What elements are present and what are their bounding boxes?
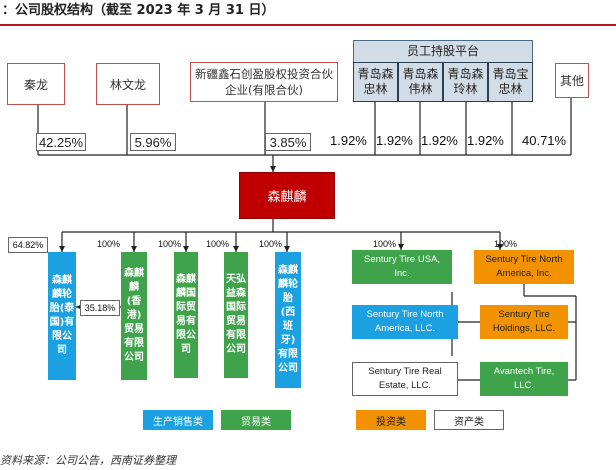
shareholder-others: 其他 (555, 63, 589, 98)
figure-title: ：公司股权结构（截至 2023 年 3 月 31 日） (0, 0, 616, 26)
employee-platform-title: 员工持股平台 (406, 43, 479, 58)
sub-spain: 森麒麟轮胎(西班牙)有限公司 (275, 252, 301, 388)
sub-hongkong: 森麒麟(香港)贸易有限公司 (121, 252, 147, 380)
legend-trade: 贸易类 (221, 410, 291, 430)
sub-sentury-usa: Sentury Tire USA, Inc. (352, 250, 452, 284)
pct-usa: 100% (373, 239, 397, 249)
pct-hongkong: 100% (97, 239, 121, 249)
pct-linwenlong: 5.96% (130, 133, 176, 151)
legend-production-sales: 生产销售类 (143, 410, 213, 430)
sub-sentury-real-estate: Sentury Tire Real Estate, LLC. (352, 362, 458, 396)
center-company: 森麒麟 (239, 172, 335, 219)
shareholder-xinjiang-fund: 新疆鑫石创盈股权投资合伙企业(有限合伙) (190, 62, 338, 102)
sub-sentury-na-llc: Sentury Tire North America, LLC. (352, 305, 458, 339)
source-note: 资料来源：公司公告，西南证券整理 (0, 454, 176, 467)
shareholder-linwenlong: 林文龙 (96, 63, 160, 105)
pct-senlinglin: 1.92% (421, 133, 458, 148)
pct-intl-trade: 100% (158, 239, 182, 249)
pct-thailand: 64.82% (8, 237, 48, 253)
platform-member-senlinglin: 青岛森玲林 (443, 62, 488, 102)
pct-spain: 100% (259, 239, 283, 249)
pct-senzhonglin: 1.92% (330, 133, 367, 148)
shareholder-qinlong: 秦龙 (7, 63, 65, 105)
pct-tianhong: 100% (206, 239, 230, 249)
sub-sentury-holdings: Sentury Tire Holdings, LLC. (480, 305, 568, 339)
sub-intl-trade: 森麒麟国际贸易有限公司 (174, 252, 198, 378)
pct-others: 40.71% (522, 133, 567, 148)
pct-baozhonglin: 1.92% (467, 133, 504, 148)
platform-member-baozhonglin: 青岛宝忠林 (488, 62, 533, 102)
pct-qinlong: 42.25% (36, 133, 86, 151)
legend-investment: 投资类 (356, 410, 426, 430)
sub-thailand: 森麒麟轮胎(泰国)有限公司 (48, 252, 76, 380)
sub-sentury-na-inc: Sentury Tire North America, Inc. (474, 250, 574, 284)
pct-north-america-inc: 100% (494, 239, 518, 249)
sub-tianhong: 天弘益森国际贸易有限公司 (224, 252, 248, 378)
sub-avantech: Avantech Tire, LLC. (480, 362, 568, 396)
platform-member-senzhonglin: 青岛森忠林 (353, 62, 398, 102)
pct-senweilin: 1.92% (376, 133, 413, 148)
platform-member-senweilin: 青岛森伟林 (398, 62, 443, 102)
legend-asset: 资产类 (434, 410, 504, 430)
pct-cross-holding: 35.18% (80, 300, 120, 316)
pct-xinjiang-fund: 3.85% (265, 133, 311, 151)
